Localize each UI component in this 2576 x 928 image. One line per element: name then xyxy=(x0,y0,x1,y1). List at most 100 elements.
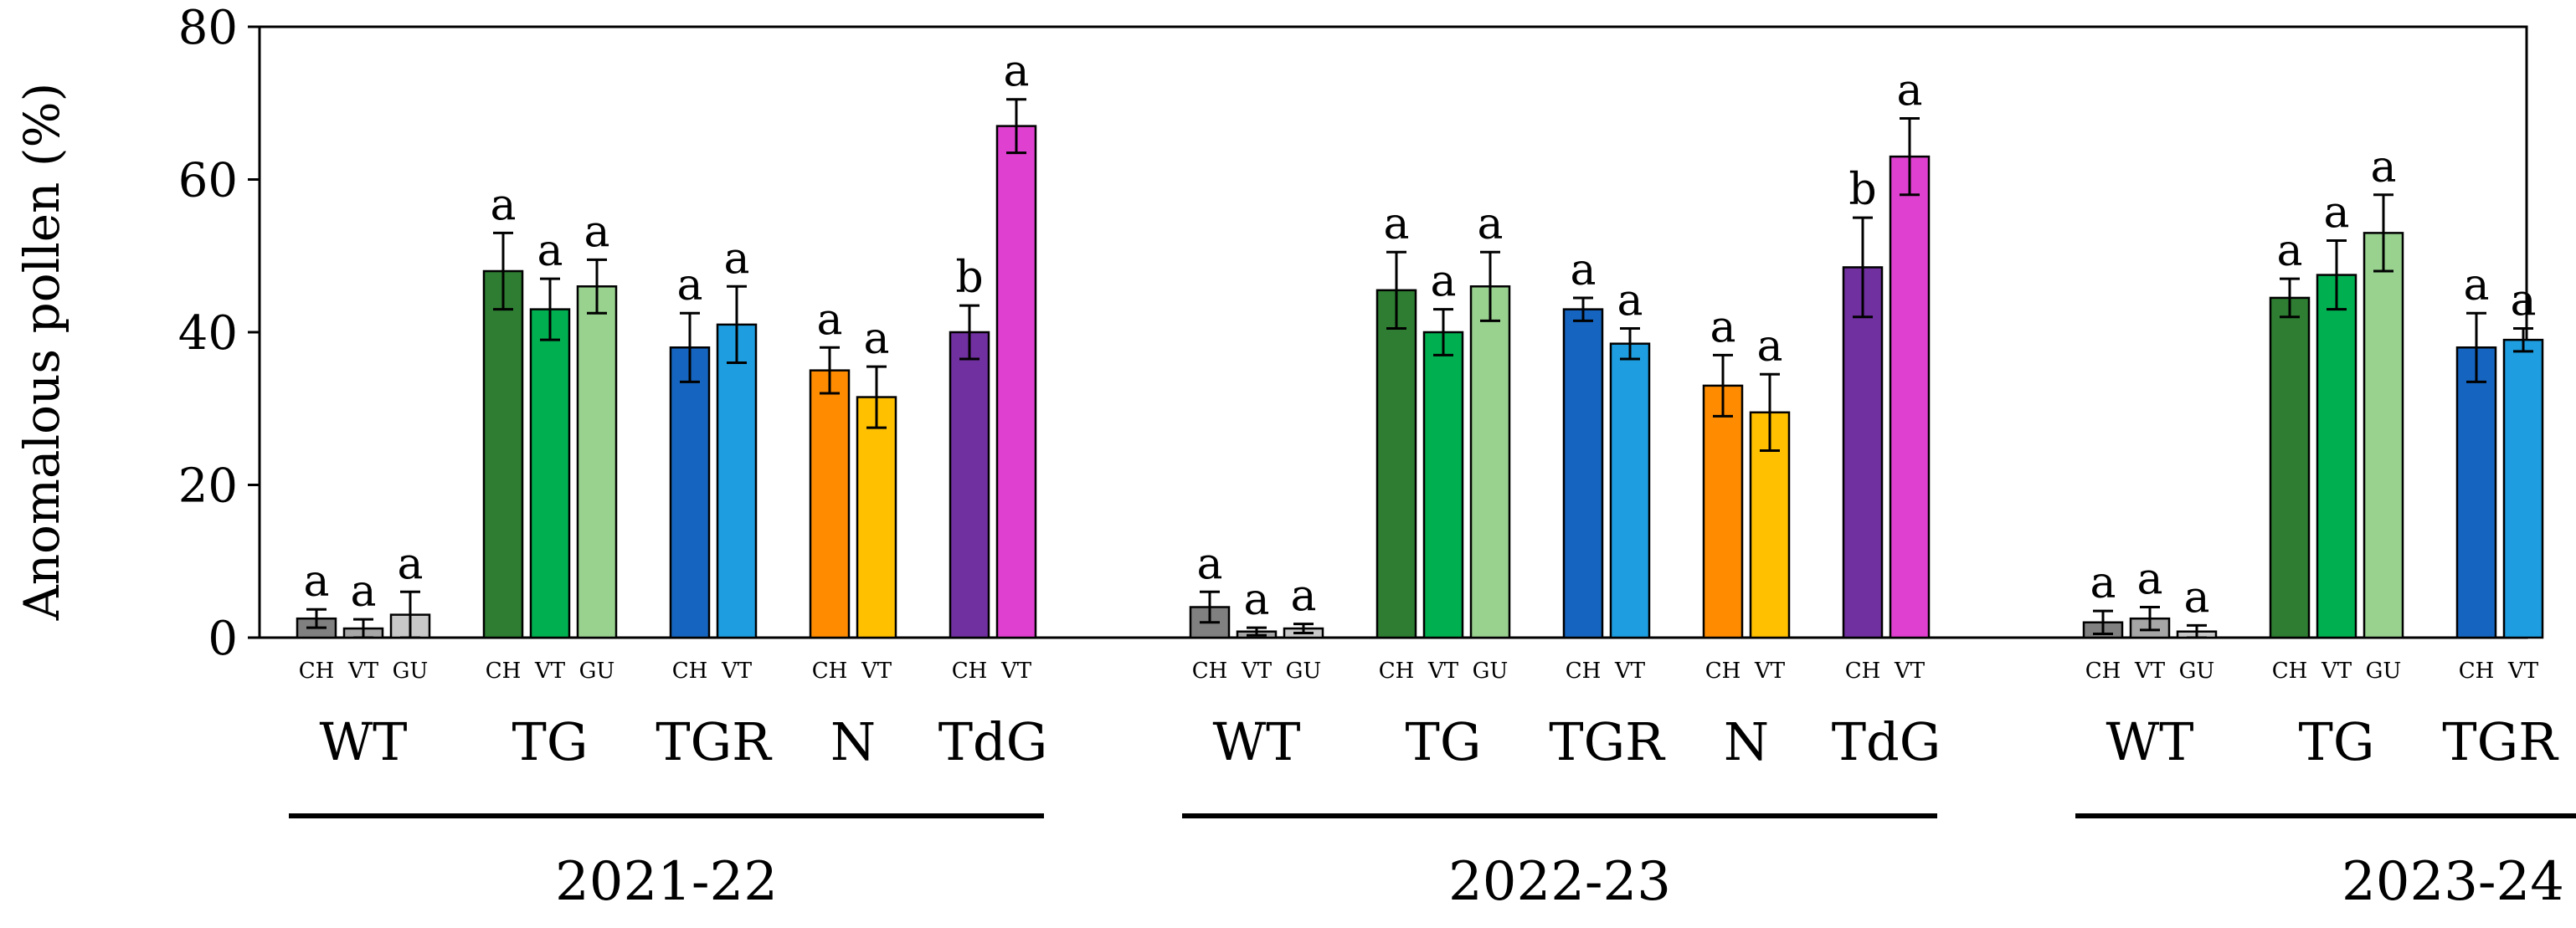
group-label: N xyxy=(1724,711,1769,772)
season-label: 2022-23 xyxy=(1448,851,1671,913)
significance-letter: a xyxy=(1383,199,1409,249)
group-label: N xyxy=(830,711,876,772)
y-tick-label-20: 20 xyxy=(178,459,238,514)
y-tick-label-0: 0 xyxy=(208,612,238,666)
group-label: TGR xyxy=(1549,711,1666,772)
significance-letter: b xyxy=(955,253,983,303)
bar-2021-22-N-VT xyxy=(856,396,897,639)
significance-letter: b xyxy=(1848,165,1876,215)
significance-letter: a xyxy=(584,207,609,257)
bar-tick-label: VT xyxy=(2507,659,2539,684)
significance-letter: a xyxy=(1243,575,1269,625)
significance-letter: a xyxy=(537,226,563,276)
bar-tick-label: CH xyxy=(486,659,522,684)
y-tick-label-60: 60 xyxy=(178,154,238,208)
bar-tick-label: CH xyxy=(1192,659,1228,684)
significance-letter: a xyxy=(397,539,423,589)
bar-2022-23-TGR-CH xyxy=(1562,308,1604,639)
bar-2022-23-TG-GU xyxy=(1469,285,1511,639)
significance-letter: a xyxy=(1196,539,1222,589)
bar-2023-24-TGR-CH xyxy=(2455,346,2497,639)
bar-tick-label: VT xyxy=(1241,659,1273,684)
bar-tick-label: VT xyxy=(347,659,379,684)
bar-2023-24-TG-CH xyxy=(2269,296,2311,639)
bar-2022-23-TG-CH xyxy=(1375,289,1417,639)
significance-letter: a xyxy=(490,180,516,230)
bar-2022-23-N-CH xyxy=(1702,384,1744,639)
bar-2021-22-TGR-VT xyxy=(716,323,758,639)
significance-letter: a xyxy=(2510,275,2536,326)
bar-tick-label: GU xyxy=(579,659,615,684)
bar-tick-label: GU xyxy=(1473,659,1509,684)
bar-tick-label: VT xyxy=(1754,659,1786,684)
bar-2021-22-TdG-CH xyxy=(949,331,990,639)
bar-tick-label: GU xyxy=(2366,659,2402,684)
bar-2021-22-TGR-CH xyxy=(669,346,711,639)
bar-tick-label: CH xyxy=(1379,659,1415,684)
significance-letter: a xyxy=(1710,302,1735,352)
bar-2023-24-TG-GU xyxy=(2363,232,2404,639)
significance-letter: a xyxy=(2323,188,2349,238)
bar-tick-label: VT xyxy=(721,659,753,684)
bar-tick-label: CH xyxy=(2459,659,2495,684)
bar-tick-label: CH xyxy=(1845,659,1881,684)
significance-letter: a xyxy=(1756,321,1782,372)
y-tick-label-40: 40 xyxy=(178,306,238,361)
significance-letter: a xyxy=(1896,66,1922,116)
group-label: TGR xyxy=(656,711,773,772)
bar-tick-label: VT xyxy=(1427,659,1459,684)
significance-letter: a xyxy=(1430,257,1456,307)
bar-tick-label: CH xyxy=(1705,659,1741,684)
bar-tick-label: CH xyxy=(952,659,988,684)
bar-2021-22-TG-VT xyxy=(529,308,571,639)
bar-tick-label: VT xyxy=(1000,659,1032,684)
bar-tick-label: VT xyxy=(2134,659,2166,684)
bar-tick-label: VT xyxy=(2321,659,2352,684)
bar-tick-label: CH xyxy=(1566,659,1602,684)
group-label: TG xyxy=(512,711,589,772)
bar-tick-label: GU xyxy=(1286,659,1322,684)
bar-2022-23-TG-VT xyxy=(1422,331,1464,639)
group-label: WT xyxy=(2106,711,2193,772)
group-label: WT xyxy=(319,711,407,772)
significance-letter: a xyxy=(1290,572,1316,622)
significance-letter: a xyxy=(2276,226,2302,276)
group-label: TdG xyxy=(938,711,1048,772)
bar-tick-label: VT xyxy=(861,659,892,684)
significance-letter: a xyxy=(816,295,842,345)
group-label: TdG xyxy=(1832,711,1941,772)
significance-letter: a xyxy=(350,567,376,617)
significance-letter: a xyxy=(2136,555,2162,605)
significance-letter: a xyxy=(2090,558,2116,608)
bar-tick-label: VT xyxy=(534,659,566,684)
bar-2021-22-N-CH xyxy=(809,369,851,639)
bar-tick-label: CH xyxy=(2085,659,2121,684)
significance-letter: a xyxy=(1003,47,1029,97)
bar-2022-23-TGR-VT xyxy=(1609,342,1651,639)
bar-2021-22-TG-GU xyxy=(576,285,618,639)
bar-tick-label: GU xyxy=(393,659,429,684)
bar-2023-24-TG-VT xyxy=(2316,274,2357,639)
significance-letter: a xyxy=(1477,199,1503,249)
bar-tick-label: CH xyxy=(672,659,708,684)
group-label: TGR xyxy=(2442,711,2559,772)
significance-letter: a xyxy=(303,556,329,607)
bar-tick-label: CH xyxy=(299,659,335,684)
group-label: TG xyxy=(1406,711,1482,772)
y-tick-label-80: 80 xyxy=(178,1,238,55)
bar-2023-24-TGR-VT xyxy=(2502,338,2544,639)
bar-2021-22-TdG-VT xyxy=(995,125,1037,639)
group-label: TG xyxy=(2299,711,2375,772)
significance-letter: a xyxy=(676,260,702,310)
bar-2022-23-TdG-CH xyxy=(1842,266,1884,639)
plot-area: 0 20 40 60 80 a CH a VT a GU WT a CH a VT a GU TG a CH a VT TGR… xyxy=(178,1,2576,913)
bar-tick-label: VT xyxy=(1614,659,1646,684)
bar-tick-label: VT xyxy=(1894,659,1926,684)
significance-letter: a xyxy=(723,233,749,284)
y-axis-label: Anomalous pollen (%) xyxy=(13,83,70,621)
significance-letter: a xyxy=(2183,572,2209,623)
bar-tick-label: GU xyxy=(2179,659,2215,684)
significance-letter: a xyxy=(1617,275,1643,326)
bar-2021-22-TG-CH xyxy=(482,269,524,639)
